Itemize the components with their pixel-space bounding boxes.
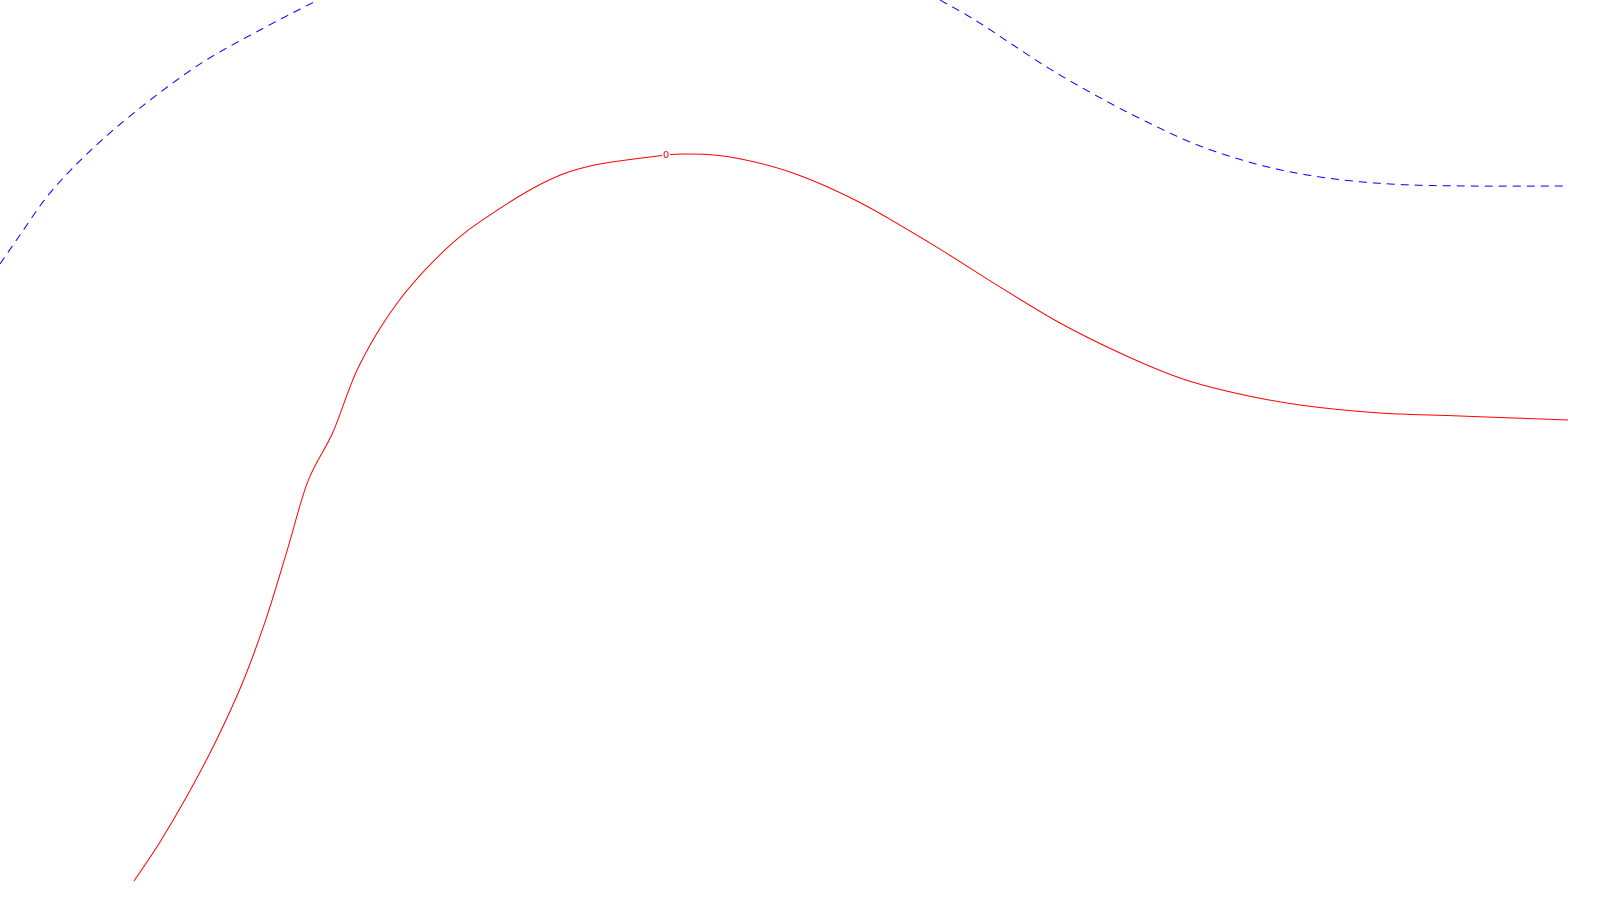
contour-lines: [0, 0, 1569, 882]
contour-label-background: [662, 148, 670, 158]
contour-label: 0: [663, 150, 669, 161]
contour-line-series-1: [0, 0, 319, 265]
contour-labels: 0: [662, 148, 670, 161]
contour-line-series-2: [939, 0, 1569, 187]
contour-line-0: [133, 153, 1569, 882]
